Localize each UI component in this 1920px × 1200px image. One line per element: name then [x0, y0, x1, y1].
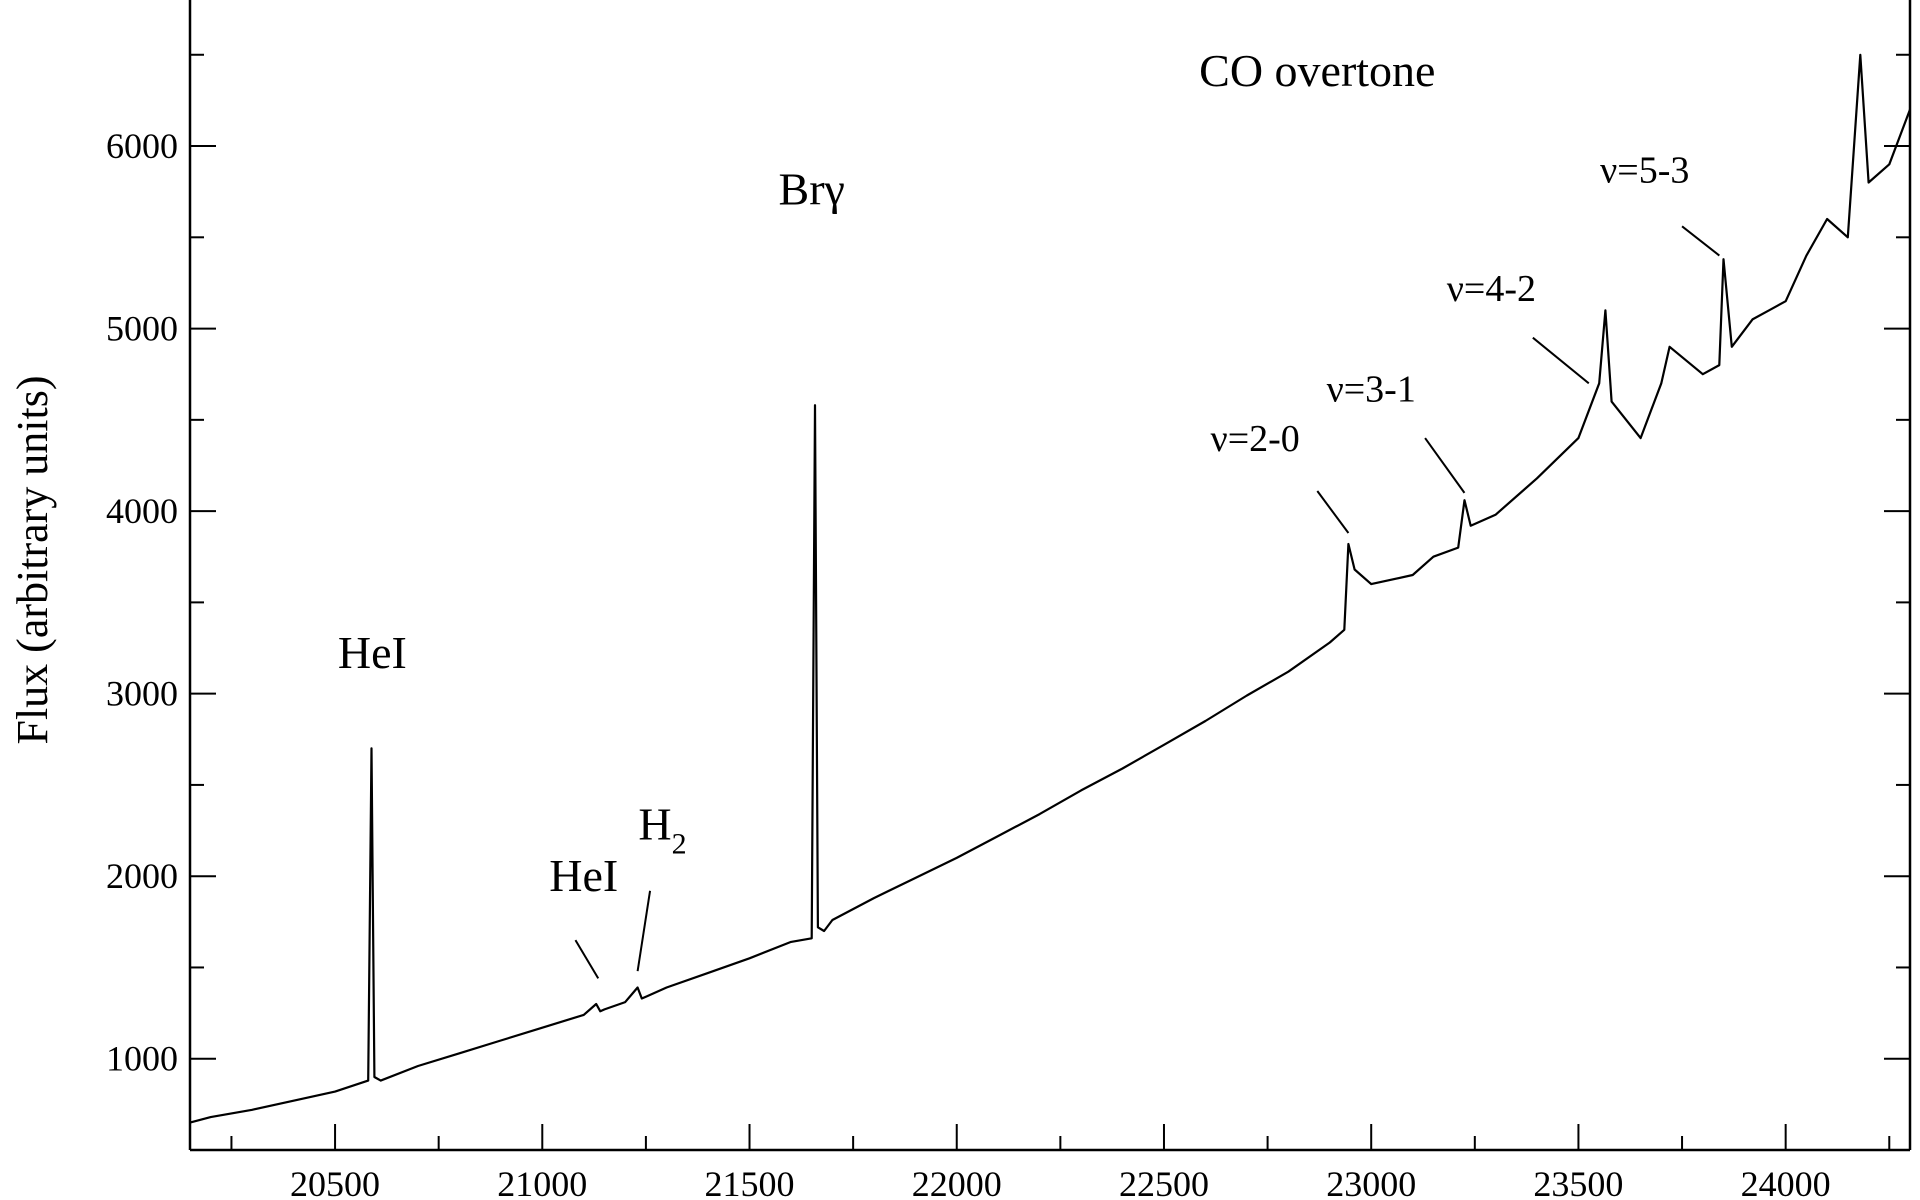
x-tick-label: 22500	[1119, 1164, 1209, 1200]
x-tick-label: 21500	[705, 1164, 795, 1200]
annotation-label: CO overtone	[1199, 45, 1435, 96]
annotation-leader-line	[1316, 490, 1350, 534]
annotation-label: ν=4-2	[1447, 268, 1536, 310]
annotation-subscript: 2	[672, 828, 687, 861]
annotation-leader-line	[574, 939, 600, 979]
annotation-label: ν=2-0	[1211, 418, 1300, 460]
annotation-label: ν=3-1	[1327, 369, 1416, 411]
annotation-leader-line	[1424, 437, 1466, 494]
x-tick-label: 20500	[290, 1164, 380, 1200]
y-tick-label: 1000	[106, 1039, 178, 1079]
y-axis-title: Flux (arbitrary units)	[8, 375, 57, 744]
y-tick-label: 5000	[106, 309, 178, 349]
x-tick-label: 23000	[1326, 1164, 1416, 1200]
annotation-label: HeI	[338, 627, 407, 678]
x-tick-label: 21000	[497, 1164, 587, 1200]
annotation-leader-line	[1681, 225, 1720, 257]
annotation-label: ν=5-3	[1600, 150, 1689, 192]
spectrum-line	[189, 53, 1912, 1124]
y-axis-ticks: 1000 2000 3000 4000 5000 6000	[106, 53, 1910, 1079]
x-tick-label: 22000	[912, 1164, 1002, 1200]
y-tick-label: 3000	[106, 674, 178, 714]
y-tick-label: 4000	[106, 491, 178, 531]
annotation-label: Brγ	[779, 163, 845, 214]
plot-frame	[188, 0, 1912, 1152]
annotation-leader-line	[636, 890, 652, 972]
x-tick-label: 24000	[1741, 1164, 1831, 1200]
series-layer	[189, 53, 1912, 1124]
y-tick-label: 6000	[106, 126, 178, 166]
x-axis-ticks: 20500 21000 21500 22000 22500 23000 23500 24000	[230, 1124, 1891, 1200]
y-tick-label: 2000	[106, 856, 178, 896]
annotation-leader-line	[1532, 336, 1590, 385]
annotation-label: HeI	[549, 850, 618, 901]
x-tick-label: 23500	[1533, 1164, 1623, 1200]
